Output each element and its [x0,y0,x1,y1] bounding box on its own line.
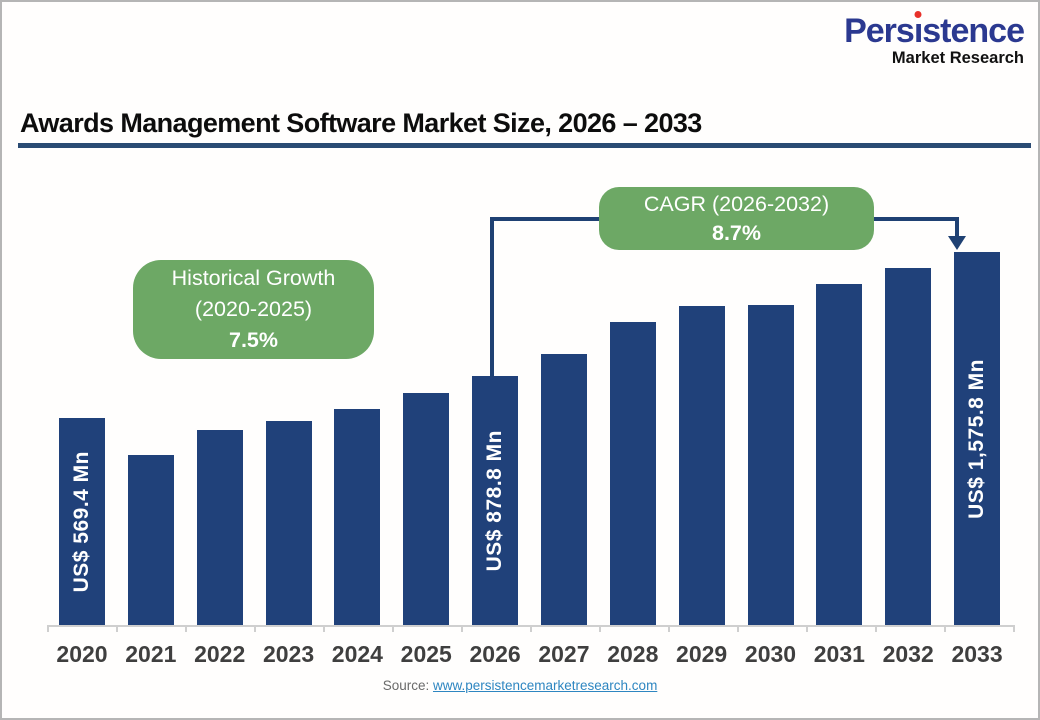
title-underline [18,143,1031,148]
bar-2024 [334,409,381,625]
x-tick-label-2026: 2026 [469,641,521,667]
x-tick-label-2024: 2024 [331,641,383,667]
x-tick-label-2030: 2030 [744,641,797,667]
x-axis-tick [185,625,187,632]
historical-growth-line2: (2020-2025) [194,297,313,321]
logo-i-red-dot-icon: ı [913,12,924,50]
bar-2031 [816,284,863,625]
x-tick-label-2027: 2027 [538,641,590,667]
cagr-line1: CAGR (2026-2032) [643,192,830,216]
logo-subtitle: Market Research [891,49,1024,67]
x-tick-label-2029: 2029 [676,641,728,667]
x-axis-tick [116,625,118,632]
bar-value-label-2020: US$ 569.4 Mn [70,450,93,593]
bar-2033: US$ 1,575.8 Mn [954,252,1001,625]
x-tick-label-2031: 2031 [813,641,865,667]
x-axis-tick [875,625,877,632]
source-link[interactable]: www.persistencemarketresearch.com [432,678,658,693]
bar-2029 [678,306,725,625]
x-axis-tick [254,625,256,632]
x-axis-tick [944,625,946,632]
historical-growth-value: 7.5% [228,328,278,352]
x-tick-label-2022: 2022 [194,641,246,667]
historical-growth-callout: Historical Growth (2020-2025) 7.5% [133,260,374,359]
x-axis-tick [806,625,808,632]
x-axis-tick [668,625,670,632]
bar-2023 [265,421,312,625]
bar-2022 [196,430,243,625]
bar-2027 [540,354,587,625]
bar-value-label-2033: US$ 1,575.8 Mn [965,358,989,519]
source-label: Source: [382,678,430,693]
x-axis-tick [392,625,394,632]
x-axis-tick [47,625,49,632]
bar-2032 [885,268,932,625]
cagr-bracket-left-line [490,217,494,377]
x-tick-label-2021: 2021 [125,641,177,667]
x-tick-label-2020: 2020 [56,641,108,667]
page-title: Awards Management Software Market Size, … [20,108,702,138]
bar-2026: US$ 878.8 Mn [472,376,519,625]
bar-2020: US$ 569.4 Mn [59,418,105,625]
bar-2021 [127,455,174,625]
historical-growth-line1: Historical Growth [171,266,336,290]
logo-wordmark: Persıstence [844,12,1025,50]
x-axis-tick [737,625,739,632]
cagr-value: 8.7% [711,221,761,245]
x-tick-label-2033: 2033 [951,641,1003,667]
x-axis-tick [530,625,532,632]
x-axis-tick [1013,625,1015,632]
bar-2028 [609,322,656,625]
x-tick-label-2032: 2032 [882,641,934,667]
cagr-callout: CAGR (2026-2032) 8.7% [599,187,874,250]
bar-value-label-2026: US$ 878.8 Mn [483,429,507,572]
x-axis-tick [323,625,325,632]
x-tick-label-2025: 2025 [400,641,452,667]
source-row: Source: www.persistencemarketresearch.co… [2,678,1038,693]
persistence-logo: Persıstence Market Research [844,12,1025,67]
x-axis-tick [599,625,601,632]
x-axis-tick [461,625,463,632]
cagr-arrow-down-icon [948,236,966,250]
x-tick-label-2028: 2028 [607,641,659,667]
cagr-bracket-right-line [955,217,959,237]
x-tick-label-2023: 2023 [262,641,315,667]
bar-2025 [403,393,450,625]
bar-2030 [747,305,794,625]
